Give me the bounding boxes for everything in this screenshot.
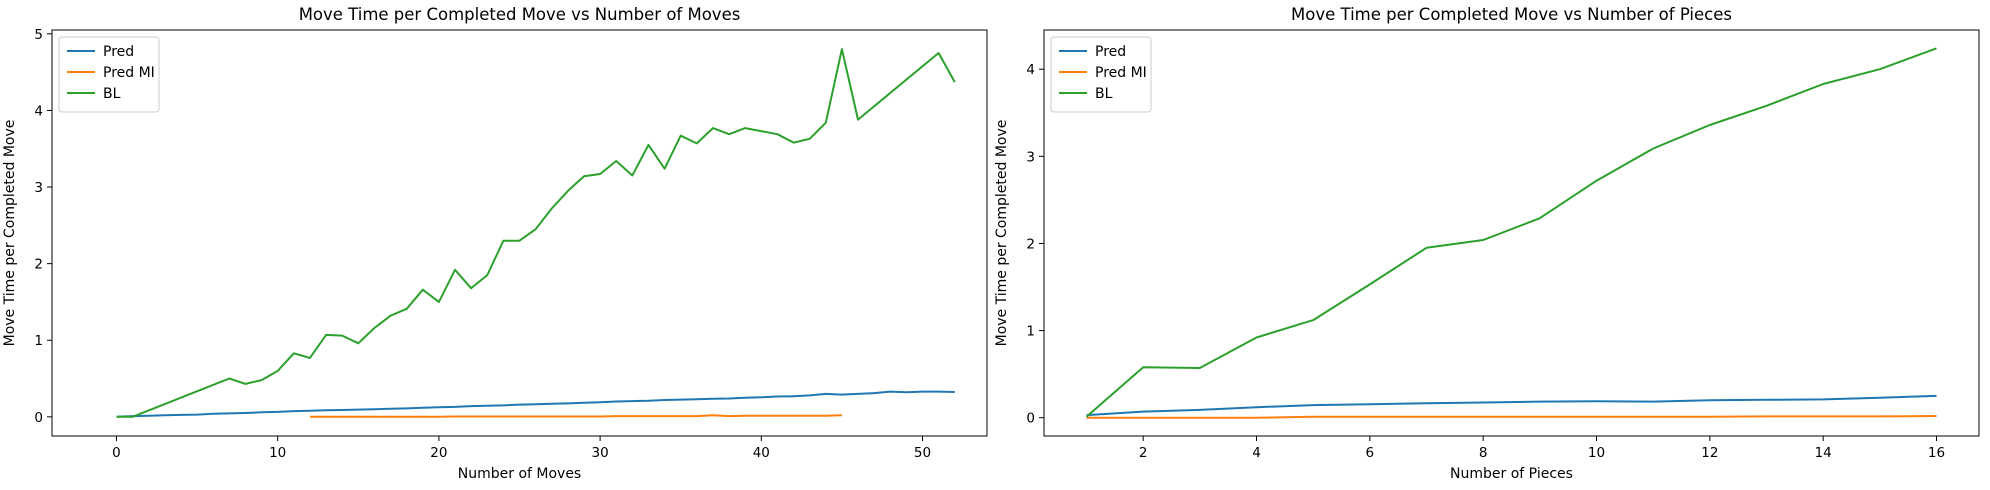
x-tick-label: 20 [430, 445, 447, 461]
y-tick-label: 5 [34, 27, 43, 43]
chart-title: Move Time per Completed Move vs Number o… [1291, 5, 1732, 24]
x-tick-label: 4 [1252, 445, 1261, 461]
x-tick-label: 10 [1588, 445, 1605, 461]
x-tick-label: 8 [1479, 445, 1488, 461]
y-tick-label: 2 [34, 257, 43, 273]
x-tick-label: 30 [592, 445, 609, 461]
legend-entry: BL [103, 86, 121, 102]
x-axis-label: Number of Moves [458, 466, 581, 482]
chart-1: Move Time per Completed Move vs Number o… [2, 5, 988, 482]
y-tick-label: 0 [1026, 411, 1035, 427]
x-axis-label: Number of Pieces [1450, 466, 1573, 482]
series-line-pred-mi [1086, 415, 1937, 419]
legend-entry: Pred [103, 44, 134, 60]
y-tick-label: 4 [1026, 62, 1035, 78]
y-axis-label: Move Time per Completed Move [2, 120, 18, 347]
y-tick-label: 4 [34, 103, 43, 119]
x-tick-label: 0 [112, 445, 121, 461]
y-tick-label: 1 [1026, 324, 1035, 340]
plot-frame [51, 29, 988, 437]
x-tick-label: 50 [914, 445, 931, 461]
x-tick-label: 40 [753, 445, 770, 461]
chart-2: Move Time per Completed Move vs Number o… [994, 5, 1980, 482]
y-tick-label: 0 [34, 410, 43, 426]
y-tick-label: 2 [1026, 236, 1035, 252]
legend-entry: Pred [1095, 44, 1126, 60]
x-tick-label: 6 [1366, 445, 1375, 461]
series-line-pred [1086, 394, 1937, 417]
series-line-pred-mi [309, 414, 842, 418]
x-tick-label: 12 [1701, 445, 1718, 461]
legend-entry: BL [1095, 86, 1113, 102]
plot-frame [1043, 29, 1980, 437]
y-tick-label: 3 [1026, 149, 1035, 165]
legend: Pred Pred MI BL [58, 36, 160, 113]
x-tick-label: 2 [1139, 445, 1148, 461]
legend: Pred Pred MI BL [1050, 36, 1152, 113]
chart-title: Move Time per Completed Move vs Number o… [299, 5, 741, 24]
legend-entry: Pred MI [103, 65, 155, 81]
x-tick-label: 10 [269, 445, 286, 461]
x-tick-label: 14 [1815, 445, 1832, 461]
y-tick-label: 3 [34, 180, 43, 196]
series-line-pred [116, 390, 955, 418]
series-line-bl [116, 48, 956, 418]
x-tick-label: 16 [1928, 445, 1945, 461]
y-axis-label: Move Time per Completed Move [994, 120, 1010, 347]
y-tick-label: 1 [34, 333, 43, 349]
legend-entry: Pred MI [1095, 65, 1147, 81]
series-line-bl [1085, 47, 1937, 418]
